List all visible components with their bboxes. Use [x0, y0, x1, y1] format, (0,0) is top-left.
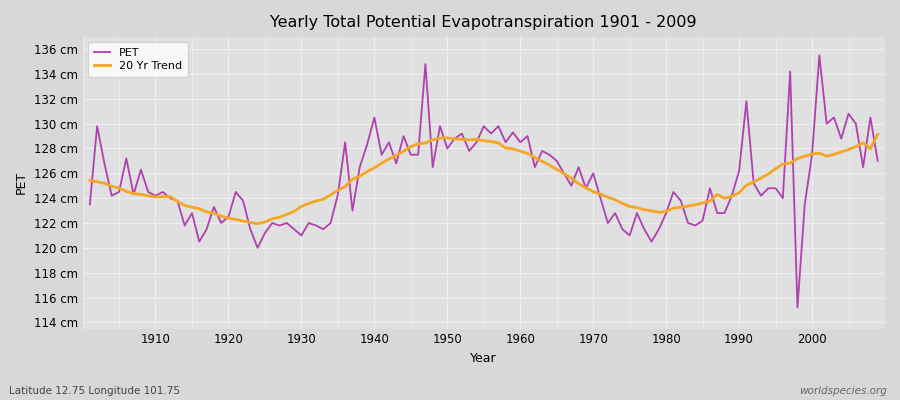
PET: [303, 221, 314, 226]
Y-axis label: PET: PET: [15, 171, 28, 194]
20 Yr Trend: [143, 194, 154, 198]
20 Yr Trend: [252, 221, 263, 226]
Line: 20 Yr Trend: 20 Yr Trend: [90, 134, 878, 224]
20 Yr Trend: [872, 132, 883, 137]
20 Yr Trend: [355, 174, 365, 179]
PET: [792, 305, 803, 310]
20 Yr Trend: [522, 151, 533, 156]
PET: [85, 202, 95, 207]
Text: worldspecies.org: worldspecies.org: [798, 386, 886, 396]
Legend: PET, 20 Yr Trend: PET, 20 Yr Trend: [88, 42, 188, 77]
Title: Yearly Total Potential Evapotranspiration 1901 - 2009: Yearly Total Potential Evapotranspiratio…: [271, 15, 698, 30]
PET: [143, 190, 154, 194]
Line: PET: PET: [90, 55, 878, 308]
20 Yr Trend: [85, 178, 95, 183]
20 Yr Trend: [310, 199, 321, 204]
PET: [347, 208, 358, 213]
PET: [814, 53, 824, 58]
PET: [508, 130, 518, 135]
Text: Latitude 12.75 Longitude 101.75: Latitude 12.75 Longitude 101.75: [9, 386, 180, 396]
PET: [872, 158, 883, 163]
PET: [515, 140, 526, 145]
20 Yr Trend: [515, 149, 526, 154]
PET: [602, 221, 613, 226]
X-axis label: Year: Year: [471, 352, 497, 365]
20 Yr Trend: [609, 197, 620, 202]
